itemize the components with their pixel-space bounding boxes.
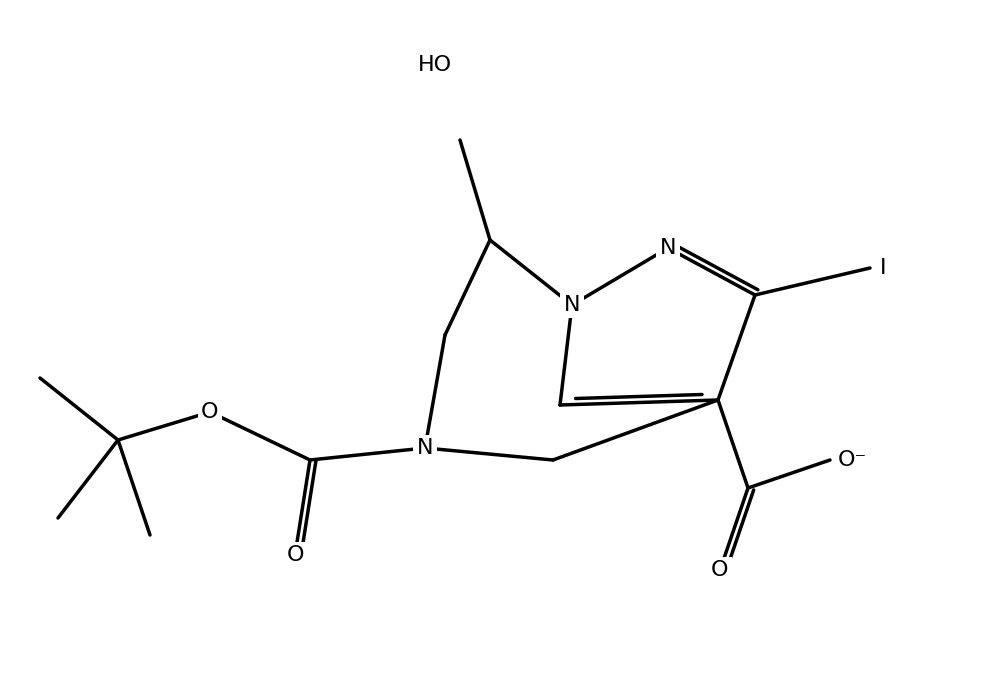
Text: N: N — [417, 438, 434, 458]
Text: O⁻: O⁻ — [838, 450, 867, 470]
Text: O: O — [286, 545, 304, 565]
Text: I: I — [880, 258, 886, 278]
Text: O: O — [711, 560, 729, 580]
Text: N: N — [659, 238, 676, 258]
Text: N: N — [563, 295, 580, 315]
Text: O: O — [201, 402, 219, 422]
Text: HO: HO — [418, 55, 452, 75]
